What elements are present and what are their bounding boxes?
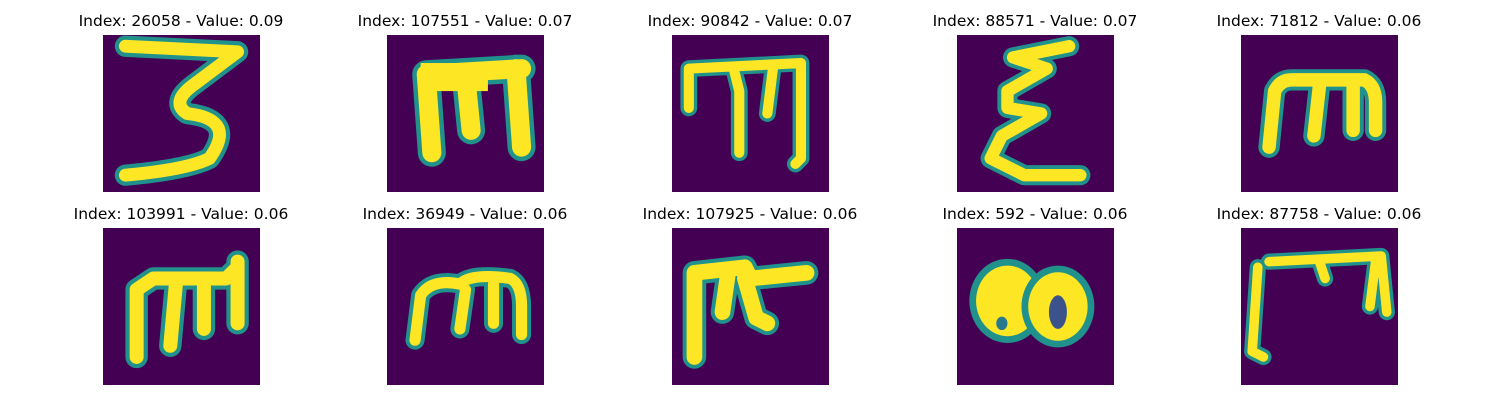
panel-8: Index: 107925 - Value: 0.06: [630, 204, 870, 385]
panel-4: Index: 88571 - Value: 0.07: [915, 11, 1155, 192]
panel-title: Index: 107551 - Value: 0.07: [357, 12, 573, 30]
glyph-stroke: [683, 57, 807, 170]
glyph-stroke: [1262, 73, 1383, 154]
glyph-hole: [996, 316, 1008, 331]
digit-image: [103, 228, 260, 385]
panel-5: Index: 71812 - Value: 0.06: [1199, 11, 1439, 192]
panel-title: Index: 26058 - Value: 0.09: [78, 12, 284, 30]
digit-image: [387, 35, 544, 192]
glyph-stroke: [1247, 251, 1392, 362]
digit-image: [1241, 35, 1398, 192]
glyph-stroke: [118, 39, 245, 182]
panel-title: Index: 87758 - Value: 0.06: [1216, 205, 1422, 223]
panel-title: Index: 103991 - Value: 0.06: [73, 205, 289, 223]
digit-image: [103, 35, 260, 192]
panel-7: Index: 36949 - Value: 0.06: [345, 204, 585, 385]
digit-image: [957, 228, 1114, 385]
panel-6: Index: 103991 - Value: 0.06: [61, 204, 301, 385]
panel-title: Index: 592 - Value: 0.06: [942, 205, 1128, 223]
digit-image: [957, 35, 1114, 192]
panel-2: Index: 107551 - Value: 0.07: [345, 11, 585, 192]
digit-image: [1241, 228, 1398, 385]
glyph-fill: [420, 63, 488, 92]
glyph-hole: [1048, 295, 1067, 329]
panel-9: Index: 592 - Value: 0.06: [915, 204, 1155, 385]
panel-3: Index: 90842 - Value: 0.07: [630, 11, 870, 192]
panel-title: Index: 71812 - Value: 0.06: [1216, 12, 1422, 30]
panel-title: Index: 88571 - Value: 0.07: [932, 12, 1138, 30]
panel-10: Index: 87758 - Value: 0.06: [1199, 204, 1439, 385]
digit-image: [672, 35, 829, 192]
glyph-stroke: [129, 254, 245, 364]
panel-title: Index: 36949 - Value: 0.06: [362, 205, 568, 223]
glyph-stroke: [409, 271, 528, 346]
glyph-stroke: [984, 40, 1087, 182]
panel-1: Index: 26058 - Value: 0.09: [61, 11, 301, 192]
panel-title: Index: 107925 - Value: 0.06: [642, 205, 858, 223]
digit-image: [672, 228, 829, 385]
digit-image: [387, 228, 544, 385]
glyph-stroke: [686, 259, 815, 365]
panel-title: Index: 90842 - Value: 0.07: [647, 12, 853, 30]
